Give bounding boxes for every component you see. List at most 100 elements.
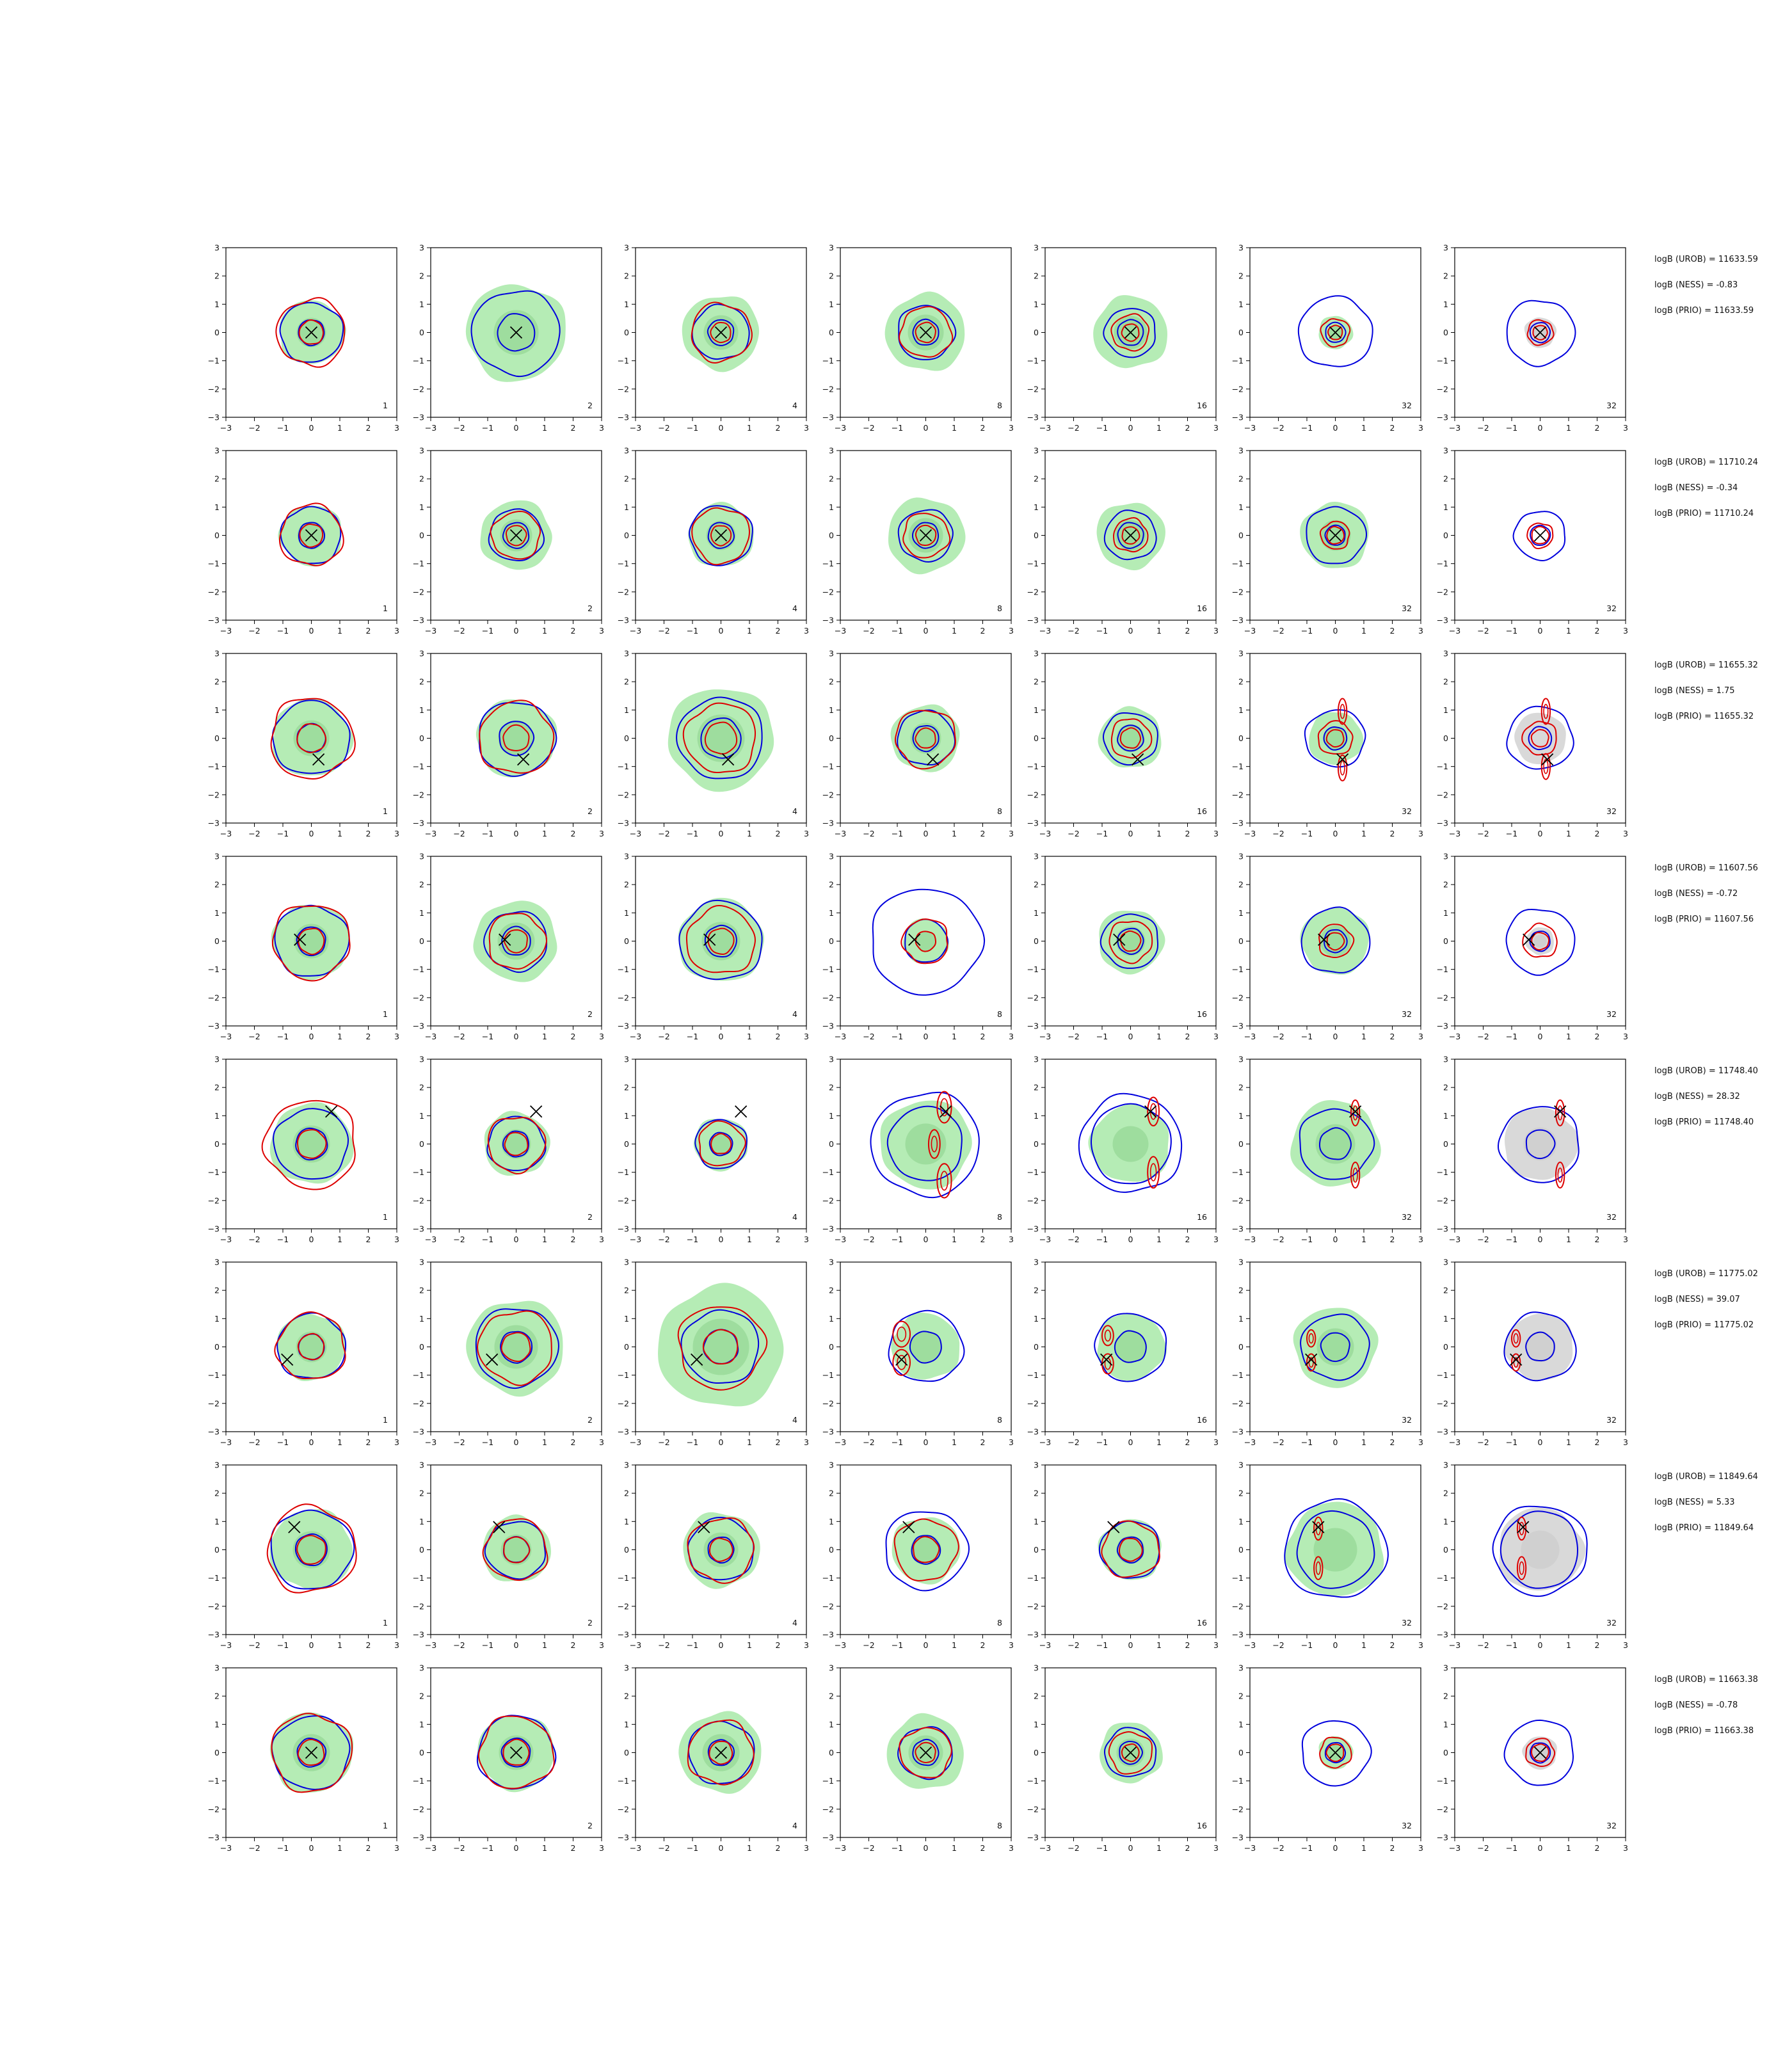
- y-tick-label: 3: [1443, 446, 1448, 456]
- x-tick-label: 0: [719, 1437, 724, 1447]
- y-tick-label: 2: [624, 1083, 629, 1092]
- y-tick-label: 1: [1034, 1314, 1039, 1324]
- x-tick-label: 0: [1538, 423, 1543, 433]
- x-tick-label: −3: [1039, 1032, 1051, 1041]
- x-tick-label: 1: [747, 829, 752, 838]
- y-tick-label: 3: [624, 1663, 629, 1673]
- x-tick-label: 1: [337, 423, 342, 433]
- y-tick-label: −2: [1027, 384, 1039, 394]
- true-parameter-marker: [493, 1521, 506, 1533]
- density-core: [915, 931, 936, 952]
- x-tick-label: −3: [630, 1843, 641, 1853]
- blue-outer-contour: [1506, 300, 1576, 367]
- x-tick-label: 1: [747, 1843, 752, 1853]
- x-tick-label: −2: [1068, 829, 1079, 838]
- y-tick-label: −3: [413, 1021, 424, 1031]
- x-tick-label: −2: [658, 1235, 669, 1244]
- x-tick-label: −2: [863, 1437, 874, 1447]
- true-parameter-marker: [1312, 1521, 1325, 1533]
- x-tick-label: −2: [453, 829, 465, 838]
- x-tick-label: −1: [482, 1032, 493, 1041]
- red-inner-contour: [1530, 729, 1549, 748]
- x-tick-label: 3: [394, 1437, 399, 1447]
- density-core: [1524, 1331, 1556, 1363]
- y-tick-label: 3: [214, 243, 220, 253]
- panel-r3-c4: −3−3 −2 −2 −1 −1 0 0 1 1 2 2 3 3 8: [822, 649, 1014, 839]
- x-tick-label: −3: [1039, 829, 1051, 838]
- blue-inner-contour: [1318, 1127, 1352, 1160]
- density-core: [910, 723, 941, 754]
- red-mode-inner-contour: [1315, 1561, 1321, 1575]
- y-tick-label: 0: [1238, 1748, 1244, 1757]
- x-tick-label: −3: [1244, 829, 1256, 838]
- x-tick-label: −3: [1244, 626, 1256, 636]
- y-tick-label: 2: [1238, 1083, 1244, 1092]
- y-tick-label: 3: [1034, 852, 1039, 861]
- blue-inner-contour: [909, 1331, 942, 1364]
- x-tick-label: 0: [514, 1843, 519, 1853]
- red-inner-contour: [915, 321, 936, 344]
- y-tick-label: −2: [1232, 790, 1244, 799]
- red-outer-contour: [1318, 924, 1355, 959]
- x-tick-label: −3: [425, 829, 436, 838]
- x-tick-label: −2: [1068, 1437, 1079, 1447]
- y-tick-label: 1: [214, 1517, 220, 1526]
- red-outer-contour: [899, 1727, 952, 1779]
- x-tick-label: 2: [776, 423, 781, 433]
- panel-corner-label: 8: [997, 1009, 1002, 1019]
- blue-inner-contour: [1114, 1330, 1147, 1363]
- red-inner-contour: [710, 322, 732, 344]
- y-tick-label: 3: [1443, 1460, 1448, 1470]
- y-tick-label: −3: [1437, 1427, 1448, 1437]
- x-tick-label: −1: [892, 1437, 903, 1447]
- true-parameter-marker: [1336, 753, 1349, 766]
- y-tick-label: 1: [624, 502, 629, 512]
- x-tick-label: 2: [571, 626, 576, 636]
- y-tick-label: 0: [1238, 1139, 1244, 1149]
- blue-inner-contour: [294, 1533, 328, 1567]
- y-tick-label: −2: [1232, 384, 1244, 394]
- x-tick-label: 3: [1623, 626, 1628, 636]
- y-tick-label: 3: [1238, 1055, 1244, 1064]
- logb-prio-text: logB (PRIO) = 11775.02: [1654, 1320, 1754, 1330]
- y-tick-label: −2: [1232, 993, 1244, 1002]
- blue-inner-contour: [1296, 1510, 1375, 1589]
- y-tick-label: −1: [1232, 1370, 1244, 1380]
- red-outer-contour: [482, 1518, 548, 1581]
- panel-r4-c7: −3−3 −2 −2 −1 −1 0 0 1 1 2 2 3 3 32: [1437, 852, 1628, 1042]
- x-tick-label: −2: [453, 626, 465, 636]
- y-tick-label: 0: [1238, 1545, 1244, 1555]
- x-tick-label: 1: [1566, 1032, 1571, 1041]
- x-tick-label: −1: [277, 1235, 289, 1244]
- x-tick-label: −1: [1096, 1640, 1108, 1650]
- y-tick-label: 3: [624, 852, 629, 861]
- y-tick-label: 2: [214, 1083, 220, 1092]
- x-tick-label: −3: [1449, 1032, 1460, 1041]
- red-mode-contour: [1313, 1516, 1324, 1541]
- panel-r8-c7: −3−3 −2 −2 −1 −1 0 0 1 1 2 2 3 3 32: [1437, 1663, 1628, 1853]
- y-tick-label: 0: [624, 1545, 629, 1555]
- x-tick-label: −2: [1272, 1235, 1284, 1244]
- logb-prio-text: logB (PRIO) = 11748.40: [1654, 1117, 1754, 1127]
- panel-r8-c4: −3−3 −2 −2 −1 −1 0 0 1 1 2 2 3 3 8: [822, 1663, 1014, 1853]
- panel-corner-label: 32: [1402, 1415, 1412, 1425]
- blue-outer-contour: [1297, 295, 1373, 367]
- y-tick-label: 1: [1034, 1517, 1039, 1526]
- y-tick-label: −1: [413, 1776, 424, 1786]
- x-tick-label: 3: [1213, 829, 1219, 838]
- x-tick-label: 1: [1566, 1640, 1571, 1650]
- blue-inner-contour: [1529, 1742, 1551, 1764]
- y-tick-label: 1: [1443, 705, 1448, 715]
- red-outer-contour: [1110, 718, 1153, 759]
- y-tick-label: −2: [1437, 1804, 1448, 1814]
- blue-inner-contour: [1525, 1331, 1555, 1362]
- x-tick-label: 3: [1418, 1843, 1423, 1853]
- panel-r7-c5: −3−3 −2 −2 −1 −1 0 0 1 1 2 2 3 3 16: [1027, 1460, 1219, 1651]
- y-tick-label: −1: [822, 1573, 834, 1583]
- red-outer-contour: [691, 301, 753, 364]
- panel-r8-c6: −3−3 −2 −2 −1 −1 0 0 1 1 2 2 3 3 32: [1232, 1663, 1423, 1853]
- panel-r3-c6: −3−3 −2 −2 −1 −1 0 0 1 1 2 2 3 3 32: [1232, 649, 1423, 839]
- true-parameter-marker: [1554, 1105, 1567, 1118]
- panel-corner-label: 16: [1197, 1212, 1207, 1222]
